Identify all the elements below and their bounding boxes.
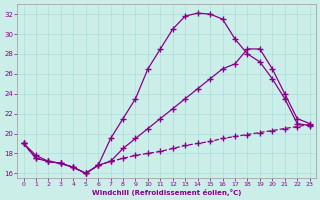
X-axis label: Windchill (Refroidissement éolien,°C): Windchill (Refroidissement éolien,°C) [92, 189, 241, 196]
